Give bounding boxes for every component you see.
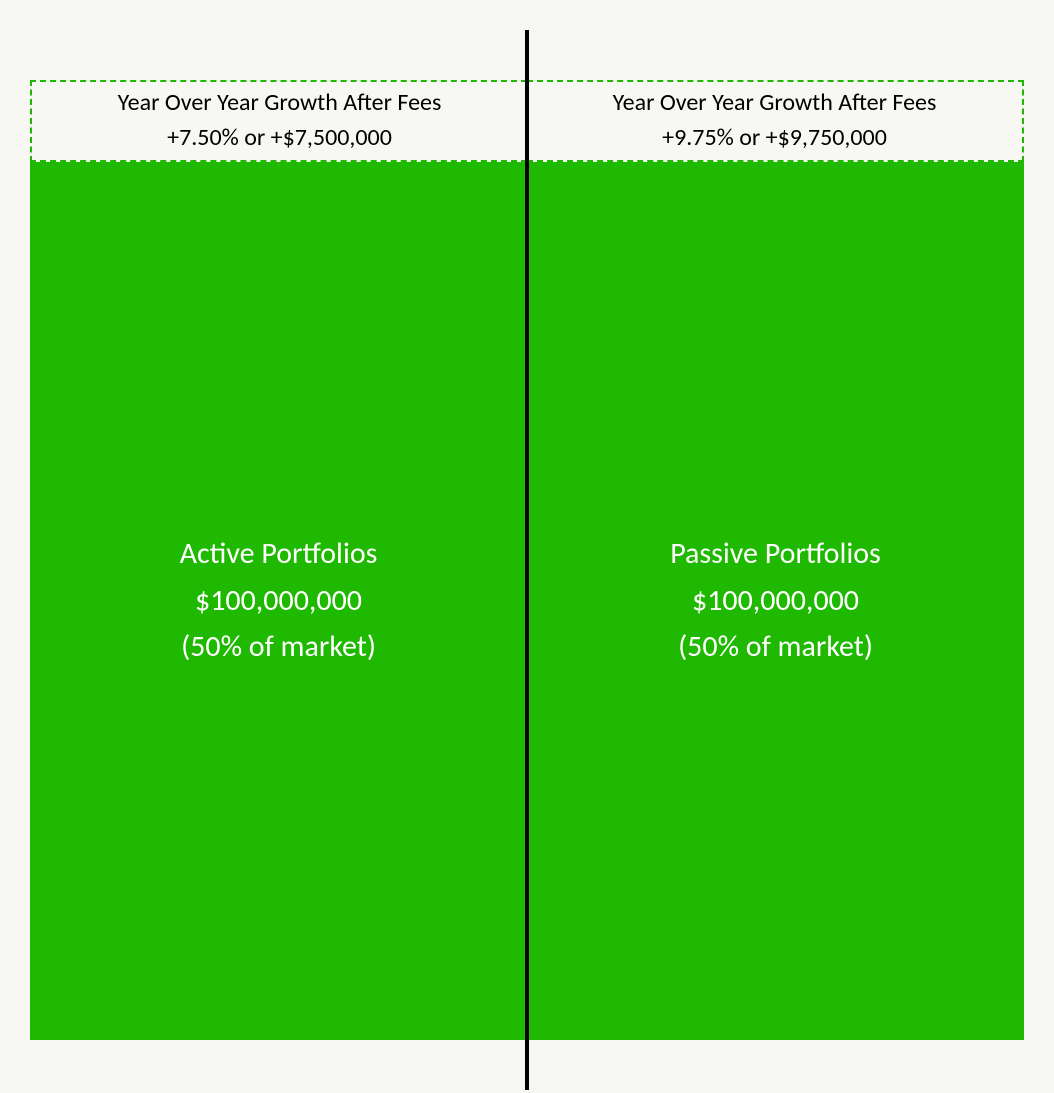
- right-portfolio-title: Passive Portfolios: [670, 531, 881, 578]
- right-growth-title: Year Over Year Growth After Fees: [527, 86, 1022, 121]
- left-growth-title: Year Over Year Growth After Fees: [32, 86, 527, 121]
- right-portfolio-box: Passive Portfolios $100,000,000 (50% of …: [527, 162, 1024, 1040]
- right-growth-value: +9.75% or +$9,750,000: [527, 121, 1022, 156]
- center-divider: [525, 30, 529, 1090]
- left-portfolio-title: Active Portfolios: [180, 531, 378, 578]
- left-portfolio-share: (50% of market): [181, 624, 376, 671]
- right-growth-box: Year Over Year Growth After Fees +9.75% …: [527, 80, 1024, 162]
- left-portfolio-amount: $100,000,000: [195, 578, 362, 625]
- portfolio-comparison-diagram: Year Over Year Growth After Fees +7.50% …: [30, 80, 1024, 1040]
- left-growth-box: Year Over Year Growth After Fees +7.50% …: [30, 80, 527, 162]
- right-portfolio-share: (50% of market): [678, 624, 873, 671]
- right-portfolio-amount: $100,000,000: [692, 578, 859, 625]
- left-column: Year Over Year Growth After Fees +7.50% …: [30, 80, 527, 1040]
- right-column: Year Over Year Growth After Fees +9.75% …: [527, 80, 1024, 1040]
- left-portfolio-box: Active Portfolios $100,000,000 (50% of m…: [30, 162, 527, 1040]
- left-growth-value: +7.50% or +$7,500,000: [32, 121, 527, 156]
